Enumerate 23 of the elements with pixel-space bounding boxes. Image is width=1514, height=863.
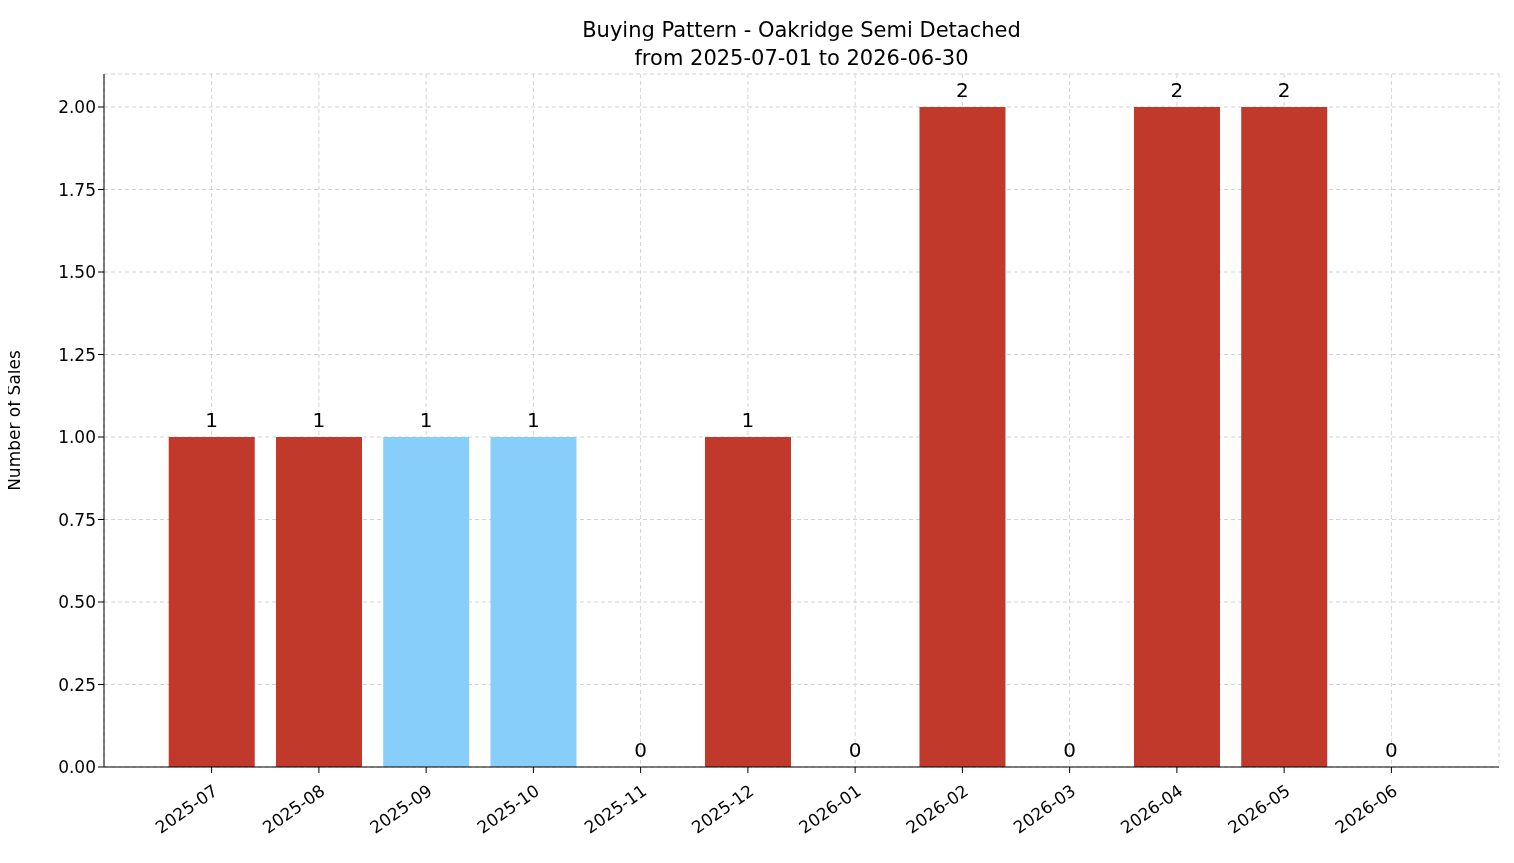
y-axis-title: Number of Sales bbox=[4, 349, 25, 491]
y-tick-label: 1.50 bbox=[58, 262, 96, 283]
y-tick-label: 1.00 bbox=[58, 427, 96, 448]
data-label: 0 bbox=[634, 738, 648, 762]
data-label: 0 bbox=[848, 738, 862, 762]
data-label: 2 bbox=[1277, 78, 1291, 102]
data-label: 0 bbox=[1063, 738, 1077, 762]
data-label: 2 bbox=[1170, 78, 1184, 102]
data-label: 1 bbox=[527, 408, 540, 432]
data-label: 1 bbox=[312, 408, 326, 432]
chart-title: Buying Pattern - Oakridge Semi Detached from 2025-07-01 to 2026-06-30 bbox=[581, 17, 1022, 72]
y-tick-label: 1.25 bbox=[58, 344, 96, 365]
data-label: 1 bbox=[205, 408, 219, 432]
data-label: 0 bbox=[1385, 738, 1398, 762]
y-tick-label: 2.00 bbox=[58, 97, 96, 118]
data-label: 1 bbox=[419, 408, 433, 432]
y-tick-label: 0.25 bbox=[58, 674, 96, 695]
data-label: 2 bbox=[956, 78, 969, 102]
y-tick-label: 0.00 bbox=[58, 757, 96, 778]
y-tick-label: 0.50 bbox=[58, 592, 96, 613]
data-label: 1 bbox=[741, 408, 755, 432]
y-tick-label: 1.75 bbox=[58, 179, 96, 200]
y-tick-label: 0.75 bbox=[58, 509, 96, 530]
